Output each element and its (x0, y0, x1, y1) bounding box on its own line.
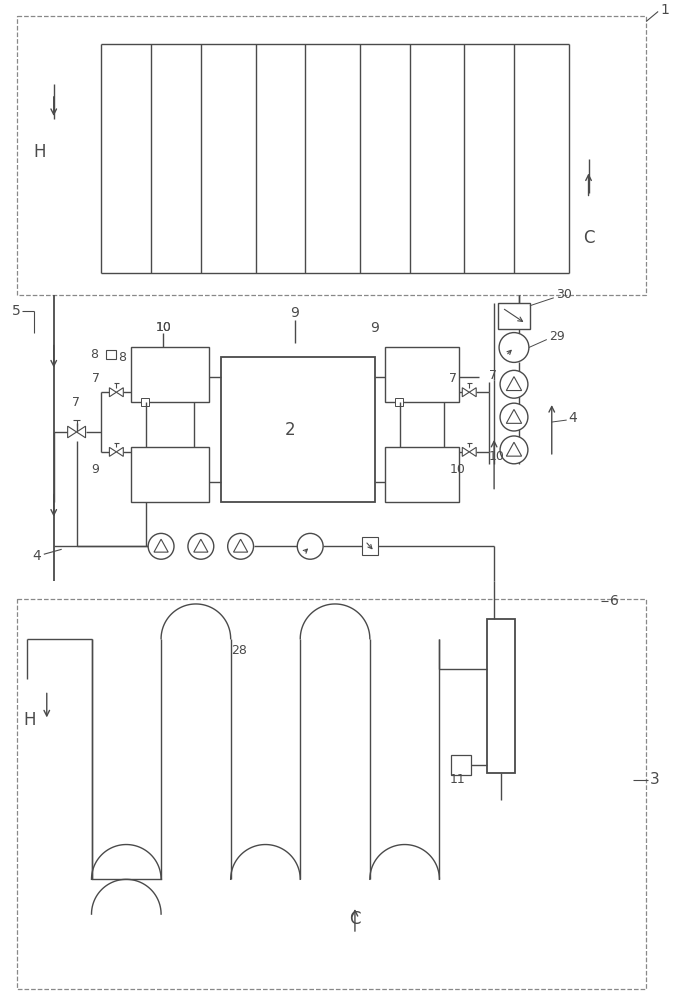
Text: 9: 9 (91, 463, 100, 476)
Bar (17, 599, 646, 989)
Circle shape (148, 533, 174, 559)
Text: 10: 10 (449, 463, 465, 476)
Circle shape (500, 436, 528, 464)
Polygon shape (462, 447, 469, 456)
Bar (395, 398, 403, 406)
Text: 8: 8 (91, 348, 98, 361)
Polygon shape (109, 388, 116, 397)
Text: 7: 7 (449, 372, 458, 385)
Bar (385, 347, 460, 402)
Text: 10: 10 (156, 321, 172, 334)
Bar (17, 16, 646, 295)
Polygon shape (469, 388, 476, 397)
Bar (362, 537, 378, 555)
Polygon shape (462, 388, 469, 397)
Text: 6: 6 (611, 594, 619, 608)
Text: 8: 8 (118, 351, 126, 364)
Text: 9: 9 (291, 306, 300, 320)
Polygon shape (116, 388, 123, 397)
Text: 30: 30 (556, 288, 572, 301)
Text: H: H (34, 143, 46, 161)
Bar (385, 447, 460, 502)
Text: 4: 4 (569, 411, 577, 425)
Polygon shape (116, 447, 123, 456)
Text: 3: 3 (650, 772, 660, 787)
Text: 9: 9 (370, 321, 379, 335)
Text: C: C (349, 910, 361, 928)
Bar (142, 398, 149, 406)
Text: C: C (583, 229, 594, 247)
Bar (221, 357, 375, 502)
Polygon shape (469, 447, 476, 456)
Text: 11: 11 (449, 773, 465, 786)
Text: 2: 2 (284, 421, 295, 439)
Text: H: H (23, 711, 36, 729)
Bar (487, 619, 515, 773)
Text: 4: 4 (32, 549, 41, 563)
Text: 7: 7 (71, 396, 80, 409)
Bar (131, 347, 209, 402)
Text: 7: 7 (91, 372, 100, 385)
Circle shape (297, 533, 323, 559)
Circle shape (500, 370, 528, 398)
Text: 10: 10 (489, 450, 505, 463)
Polygon shape (76, 426, 86, 438)
Text: 7: 7 (489, 369, 497, 382)
Text: 5: 5 (12, 304, 21, 318)
Text: 29: 29 (549, 330, 565, 343)
Circle shape (227, 533, 254, 559)
Bar (131, 447, 209, 502)
Bar (451, 755, 471, 775)
Text: 10: 10 (156, 321, 172, 334)
Circle shape (499, 333, 529, 362)
Text: 28: 28 (231, 644, 247, 657)
Circle shape (500, 403, 528, 431)
Bar (106, 350, 116, 359)
Bar (498, 303, 530, 329)
Text: 1: 1 (660, 3, 669, 17)
Polygon shape (67, 426, 76, 438)
Circle shape (188, 533, 214, 559)
Polygon shape (109, 447, 116, 456)
